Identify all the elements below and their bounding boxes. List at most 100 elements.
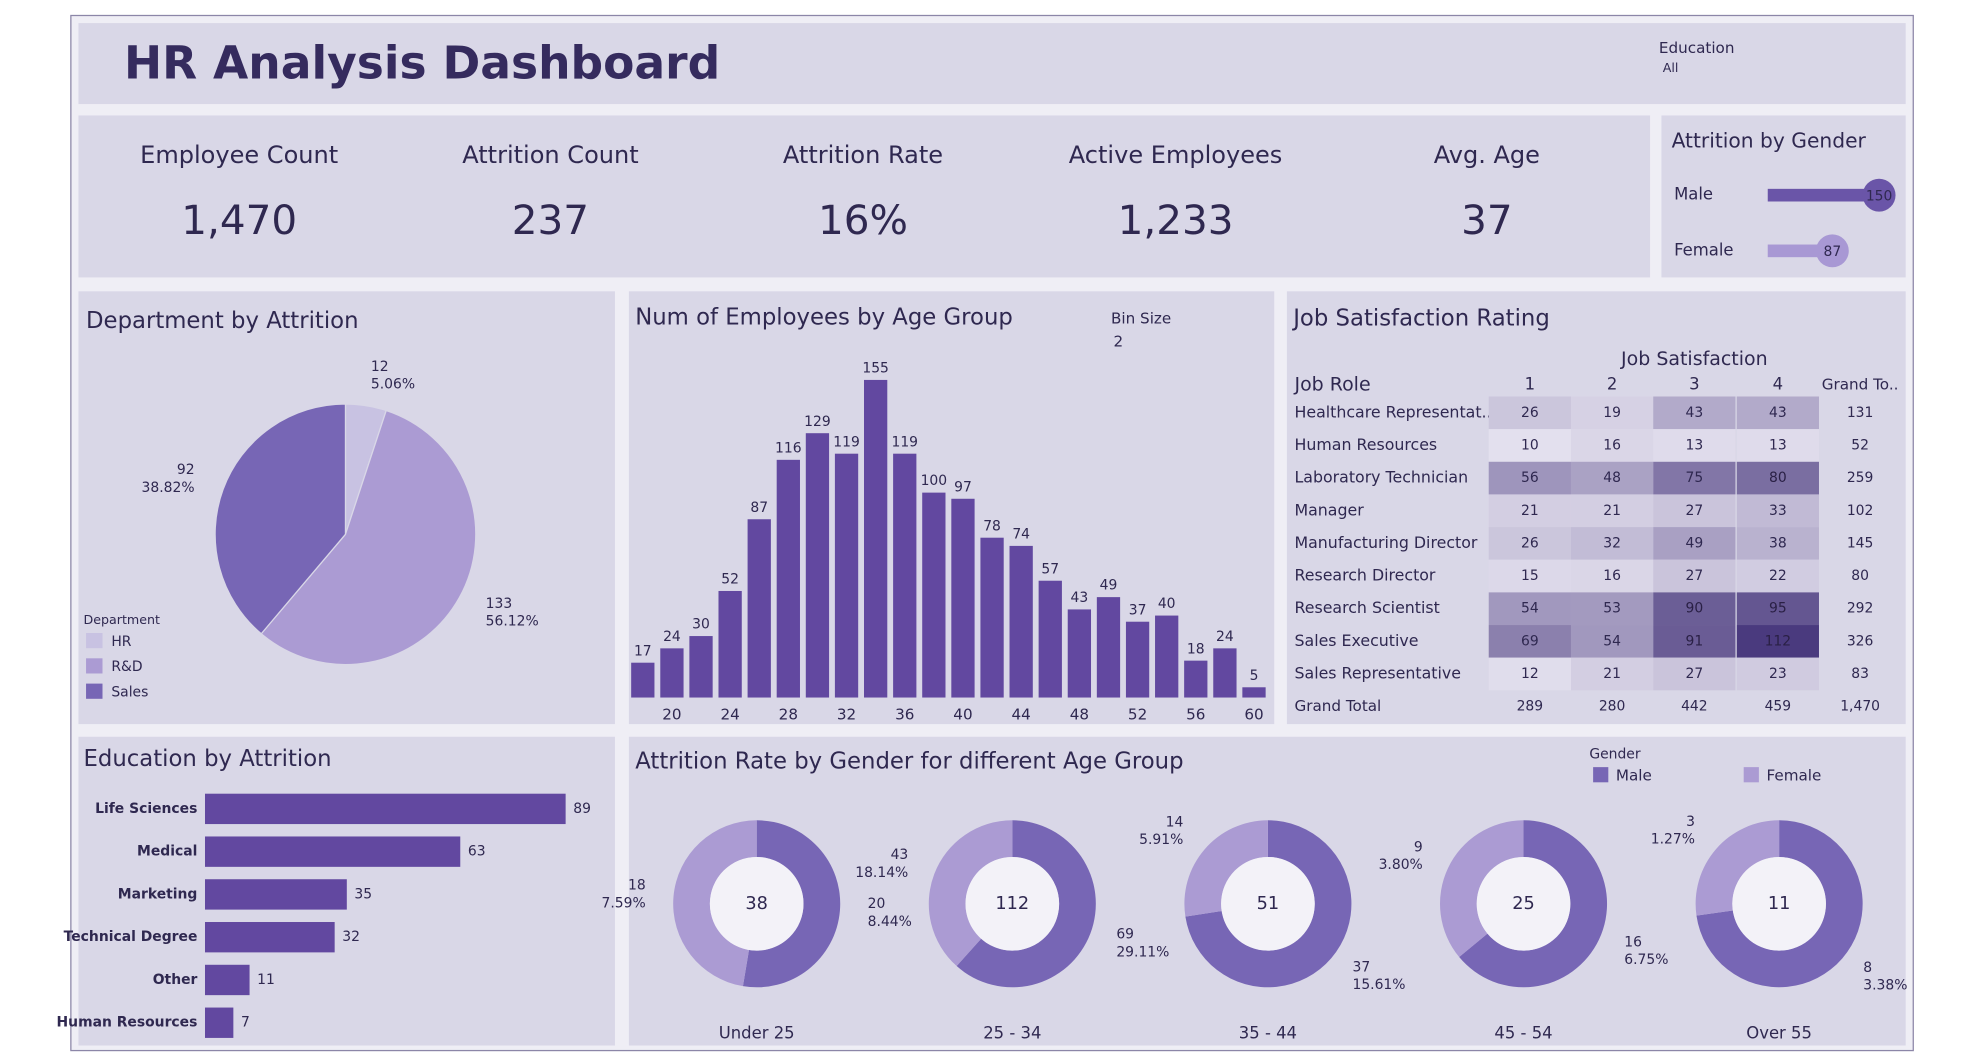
value-label: 155 bbox=[862, 361, 889, 377]
donut-hole bbox=[965, 856, 1060, 951]
heat-cell bbox=[1653, 396, 1736, 430]
kpi-label: Avg. Age bbox=[1434, 141, 1540, 169]
heat-cell bbox=[1488, 429, 1571, 462]
heat-cell bbox=[1653, 559, 1736, 593]
legend-label: HR bbox=[111, 634, 131, 650]
category-label: 45 - 54 bbox=[1494, 1024, 1552, 1043]
segment-value: 37 bbox=[1352, 959, 1370, 975]
cell-value: 69 bbox=[1521, 633, 1539, 649]
donut-total: 112 bbox=[995, 894, 1029, 914]
cell-value: 75 bbox=[1685, 470, 1703, 486]
heat-cell bbox=[1736, 625, 1819, 658]
bar bbox=[1184, 660, 1208, 698]
cell-value: 21 bbox=[1603, 666, 1621, 682]
cell-value: 53 bbox=[1603, 601, 1621, 617]
cell-value: 48 bbox=[1603, 470, 1621, 486]
cell-value: 21 bbox=[1603, 503, 1621, 519]
kpi-value: 237 bbox=[512, 196, 589, 244]
heat-cell bbox=[1570, 429, 1654, 462]
heat-cell bbox=[1570, 592, 1654, 626]
segment-value: 14 bbox=[1166, 814, 1184, 830]
kpi-label: Attrition Rate bbox=[783, 141, 943, 169]
value-label: 129 bbox=[804, 414, 831, 430]
bar bbox=[893, 453, 917, 698]
row-total: 83 bbox=[1851, 666, 1869, 682]
heat-cell bbox=[1653, 494, 1736, 528]
bar bbox=[204, 879, 347, 910]
row-label: Research Director bbox=[1294, 566, 1435, 585]
cell-value: 27 bbox=[1685, 503, 1703, 519]
legend-swatch bbox=[86, 658, 103, 674]
column-total: 459 bbox=[1765, 698, 1792, 714]
bar bbox=[864, 379, 888, 698]
legend-swatch bbox=[1593, 767, 1609, 783]
category-label: 35 - 44 bbox=[1239, 1024, 1297, 1043]
row-total: 145 bbox=[1847, 535, 1874, 551]
segment-percent: 6.75% bbox=[1624, 952, 1668, 968]
value-label: 52 bbox=[721, 572, 739, 588]
category-label: Medical bbox=[137, 844, 197, 860]
heat-cell bbox=[1570, 657, 1654, 691]
cell-value: 54 bbox=[1521, 601, 1539, 617]
x-tick-label: 52 bbox=[1128, 706, 1147, 724]
value-label: 5 bbox=[1250, 668, 1259, 684]
cell-value: 49 bbox=[1685, 535, 1703, 551]
row-label: Human Resources bbox=[1294, 435, 1437, 454]
category-label: Under 25 bbox=[719, 1024, 795, 1043]
panel bbox=[78, 23, 1906, 105]
segment-percent: 7.59% bbox=[602, 895, 646, 911]
value-label: 150 bbox=[1866, 188, 1893, 204]
heat-cell bbox=[1736, 461, 1819, 495]
heat-cell bbox=[1736, 396, 1819, 430]
bar bbox=[1009, 545, 1033, 698]
column-total: 442 bbox=[1681, 698, 1708, 714]
row-label: Healthcare Representat.. bbox=[1294, 402, 1491, 421]
bar bbox=[660, 648, 684, 698]
value-label: 49 bbox=[1100, 578, 1118, 594]
heat-cell bbox=[1570, 396, 1654, 430]
heat-cell bbox=[1570, 494, 1654, 528]
value-label: 43 bbox=[1071, 590, 1089, 606]
column-title: Job Satisfaction bbox=[1620, 348, 1768, 370]
heat-cell bbox=[1653, 527, 1736, 560]
x-tick-label: 24 bbox=[720, 706, 739, 724]
filter-value[interactable]: All bbox=[1663, 60, 1679, 75]
donut-total: 11 bbox=[1768, 894, 1791, 914]
category-label: Marketing bbox=[118, 886, 198, 902]
bar bbox=[1242, 687, 1266, 698]
row-label: Manager bbox=[1294, 500, 1364, 519]
kpi-label: Attrition Count bbox=[462, 141, 638, 169]
segment-value: 8 bbox=[1863, 960, 1872, 976]
bar bbox=[805, 433, 830, 698]
value-label: 7 bbox=[241, 1015, 250, 1031]
kpi-value: 16% bbox=[818, 196, 908, 244]
filter-label[interactable]: Education bbox=[1659, 39, 1735, 57]
column-header: 2 bbox=[1607, 374, 1617, 393]
x-tick-label: 32 bbox=[837, 706, 856, 724]
heat-cell bbox=[1570, 527, 1654, 560]
heat-cell bbox=[1570, 559, 1654, 593]
legend-title: Gender bbox=[1589, 746, 1641, 762]
value-label: 11 bbox=[257, 972, 275, 988]
cell-value: 23 bbox=[1769, 666, 1787, 682]
category-label: Over 55 bbox=[1746, 1024, 1812, 1043]
donut-hole bbox=[709, 856, 804, 951]
segment-percent: 1.27% bbox=[1651, 832, 1695, 848]
bin-size-value[interactable]: 2 bbox=[1114, 332, 1124, 350]
row-total: 80 bbox=[1851, 568, 1869, 584]
bar bbox=[951, 498, 975, 698]
donut-hole bbox=[1221, 856, 1315, 951]
slice-value: 133 bbox=[486, 596, 513, 612]
bin-size-label: Bin Size bbox=[1111, 310, 1171, 328]
value-label: 63 bbox=[468, 844, 486, 860]
segment-percent: 29.11% bbox=[1116, 944, 1169, 960]
grand-total-label: Grand Total bbox=[1294, 697, 1381, 715]
value-label: 89 bbox=[573, 801, 591, 817]
value-label: 24 bbox=[1216, 629, 1234, 645]
heat-cell bbox=[1488, 592, 1571, 626]
row-total: 326 bbox=[1847, 633, 1874, 649]
donut-segment bbox=[1695, 820, 1780, 916]
value-label: 18 bbox=[1187, 641, 1205, 657]
donut-segment bbox=[1185, 820, 1352, 988]
value-label: 97 bbox=[954, 479, 972, 495]
